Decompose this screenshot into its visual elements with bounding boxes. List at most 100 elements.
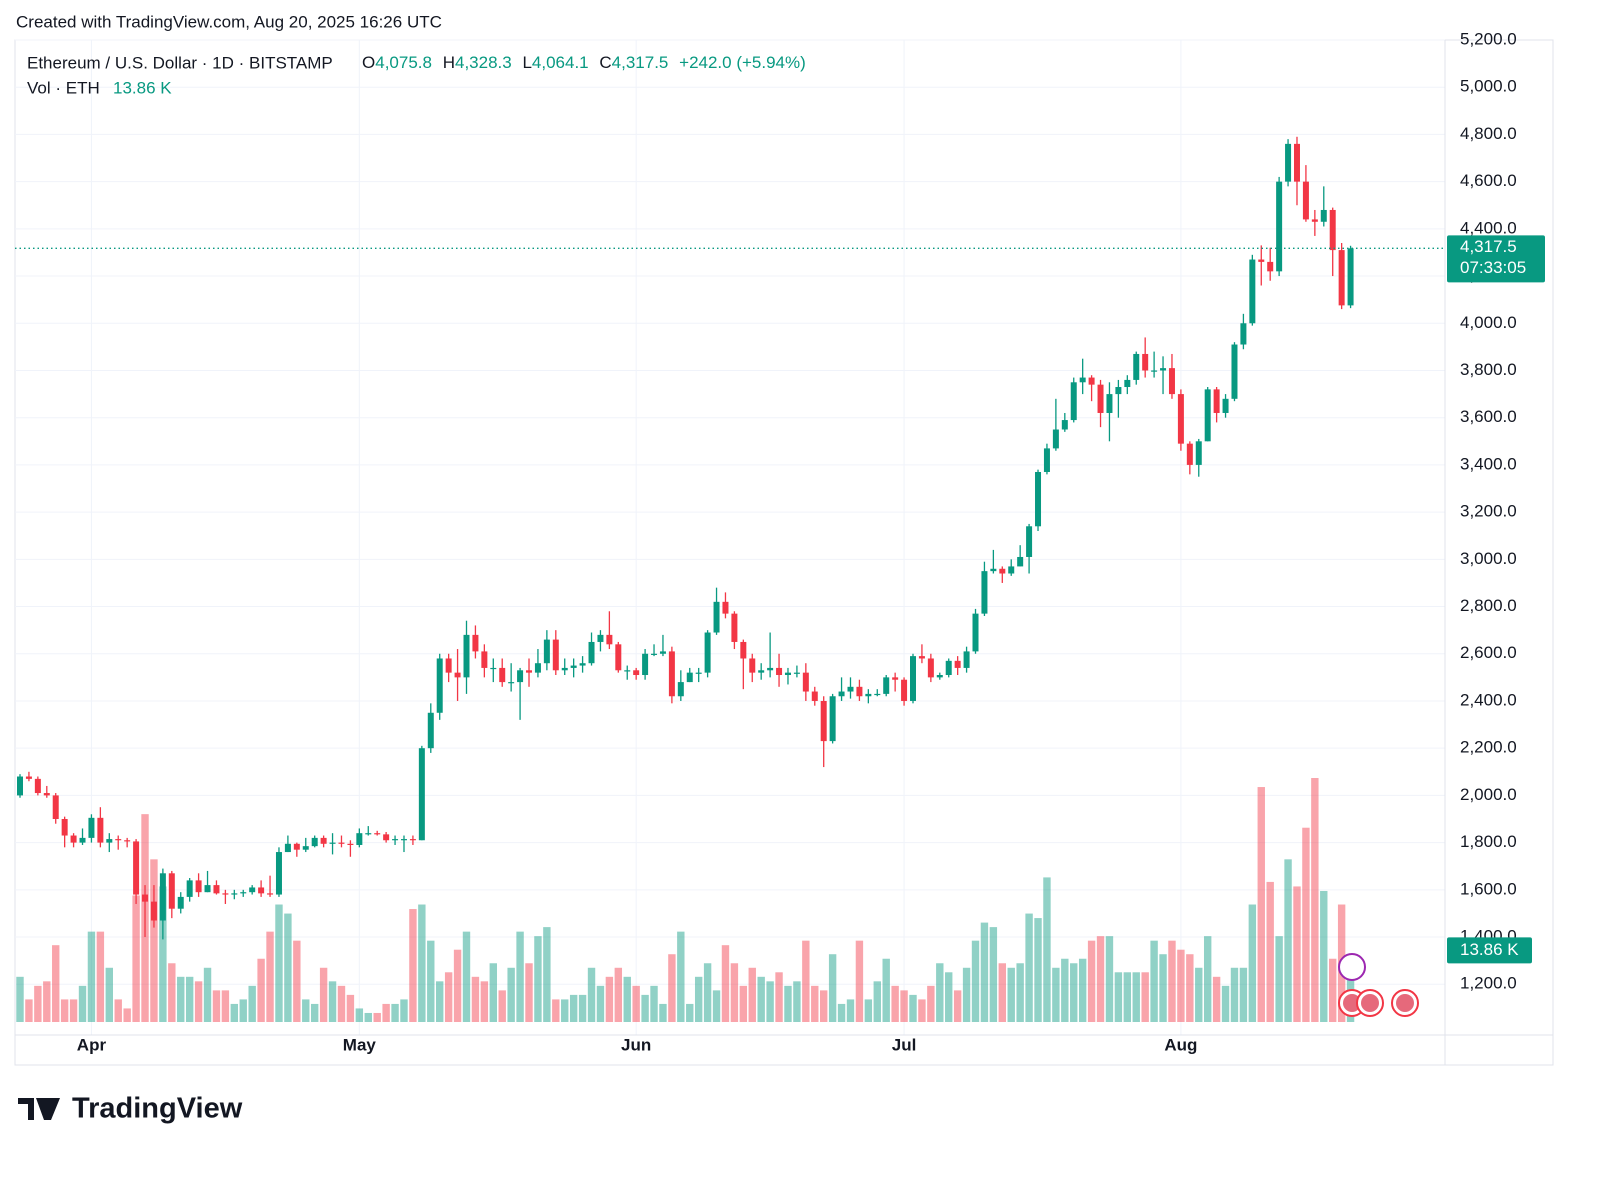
candle-body bbox=[1097, 384, 1104, 413]
y-tick-label: 4,400.0 bbox=[1460, 218, 1517, 237]
volume-bar bbox=[945, 972, 953, 1022]
volume-bar bbox=[1195, 967, 1203, 1022]
candle-body bbox=[606, 634, 613, 645]
volume-bar bbox=[159, 886, 167, 1022]
volume-bar bbox=[846, 999, 855, 1022]
volume-bar bbox=[962, 967, 971, 1022]
candle-body bbox=[892, 677, 899, 680]
candle-body bbox=[624, 670, 631, 672]
candle-body bbox=[1249, 259, 1256, 324]
candle-body bbox=[1222, 398, 1229, 413]
candle-body bbox=[1115, 387, 1122, 395]
x-tick-label: Aug bbox=[1164, 1035, 1197, 1054]
candle-body bbox=[615, 644, 622, 671]
volume-bar bbox=[284, 913, 292, 1022]
volume-bar bbox=[69, 999, 78, 1022]
volume-tag bbox=[1447, 937, 1532, 964]
candle-body bbox=[427, 712, 434, 749]
candle-body bbox=[436, 658, 443, 713]
volume-bar bbox=[802, 940, 810, 1022]
volume-bar bbox=[105, 967, 113, 1022]
volume-bar bbox=[936, 963, 944, 1022]
candle-body bbox=[704, 632, 711, 673]
volume-bar bbox=[739, 985, 748, 1022]
candle-body bbox=[749, 658, 756, 673]
y-tick-label: 5,000.0 bbox=[1460, 77, 1517, 96]
volume-bar bbox=[194, 981, 203, 1022]
l-value: 4,064.1 bbox=[532, 53, 589, 72]
volume-bar bbox=[1025, 913, 1033, 1022]
candle-body bbox=[776, 667, 783, 676]
volume-bar bbox=[1132, 972, 1140, 1022]
candle-body bbox=[910, 656, 916, 701]
volume-bar bbox=[1070, 963, 1078, 1022]
candle-body bbox=[767, 667, 774, 671]
candle-body bbox=[517, 670, 524, 683]
candle-body bbox=[1079, 377, 1086, 383]
candle-body bbox=[945, 660, 952, 676]
caption: Created with TradingView.com, Aug 20, 20… bbox=[16, 12, 442, 31]
volume-bar bbox=[302, 999, 310, 1022]
candle-body bbox=[918, 656, 925, 659]
volume-bar bbox=[96, 931, 105, 1022]
volume-bar bbox=[793, 981, 801, 1022]
tag-layer: 4,317.5 07:33:05 13.86 K bbox=[15, 235, 1545, 1017]
volume-bar bbox=[418, 904, 426, 1022]
candle-body bbox=[1061, 420, 1068, 430]
change: +242.0 (+5.94%) bbox=[679, 53, 806, 72]
candle-body bbox=[534, 663, 541, 673]
volume-bar bbox=[221, 990, 230, 1022]
candle-body bbox=[258, 887, 265, 894]
candle-body bbox=[1267, 261, 1274, 272]
candle-body bbox=[79, 837, 86, 843]
volume-bar bbox=[1212, 976, 1221, 1022]
candle-body bbox=[1052, 429, 1059, 449]
volume-bar bbox=[355, 1008, 364, 1022]
candle-body bbox=[70, 835, 77, 843]
volume-bar bbox=[677, 931, 685, 1022]
candle-body bbox=[1302, 181, 1309, 220]
candle-body bbox=[133, 841, 140, 895]
candle-body bbox=[793, 672, 800, 674]
candle-body bbox=[820, 700, 827, 742]
candle-body bbox=[195, 880, 202, 893]
candle-body bbox=[597, 634, 604, 642]
candle-body bbox=[731, 613, 738, 642]
volume-bar bbox=[34, 985, 42, 1022]
volume-bar bbox=[1284, 859, 1292, 1022]
volume-bar bbox=[766, 981, 774, 1022]
candle-body bbox=[61, 819, 68, 836]
candle-body bbox=[267, 893, 274, 895]
candle-body bbox=[829, 696, 836, 742]
candle-body bbox=[713, 601, 720, 633]
volume-bar bbox=[837, 1003, 846, 1022]
logo-text: TradingView bbox=[72, 1093, 243, 1125]
candle-body bbox=[142, 894, 149, 902]
volume-bar bbox=[319, 967, 328, 1022]
candle-body bbox=[642, 653, 649, 676]
x-tick-label: Apr bbox=[77, 1035, 107, 1054]
volume-bar bbox=[489, 963, 497, 1022]
volume-bar bbox=[409, 909, 417, 1022]
y-tick-label: 2,800.0 bbox=[1460, 596, 1517, 615]
volume-bar bbox=[1034, 918, 1042, 1022]
volume-bar bbox=[150, 859, 158, 1022]
volume-bar bbox=[1248, 904, 1257, 1022]
volume-bar bbox=[623, 976, 631, 1022]
candle-body bbox=[1160, 368, 1167, 371]
volume-bar bbox=[578, 994, 587, 1022]
candle-body bbox=[677, 682, 684, 697]
candle-body bbox=[651, 653, 658, 655]
y-tick-label: 3,400.0 bbox=[1460, 454, 1517, 473]
volume-bar bbox=[462, 931, 471, 1022]
logo-mark bbox=[18, 1098, 60, 1120]
candle-body bbox=[838, 691, 845, 697]
candle-body bbox=[1276, 181, 1283, 272]
candle-body bbox=[999, 568, 1006, 574]
volume-tag-value: 13.86 K bbox=[1460, 940, 1519, 959]
volume-bar bbox=[25, 999, 33, 1022]
volume-bar bbox=[471, 976, 480, 1022]
candle-body bbox=[874, 693, 881, 696]
